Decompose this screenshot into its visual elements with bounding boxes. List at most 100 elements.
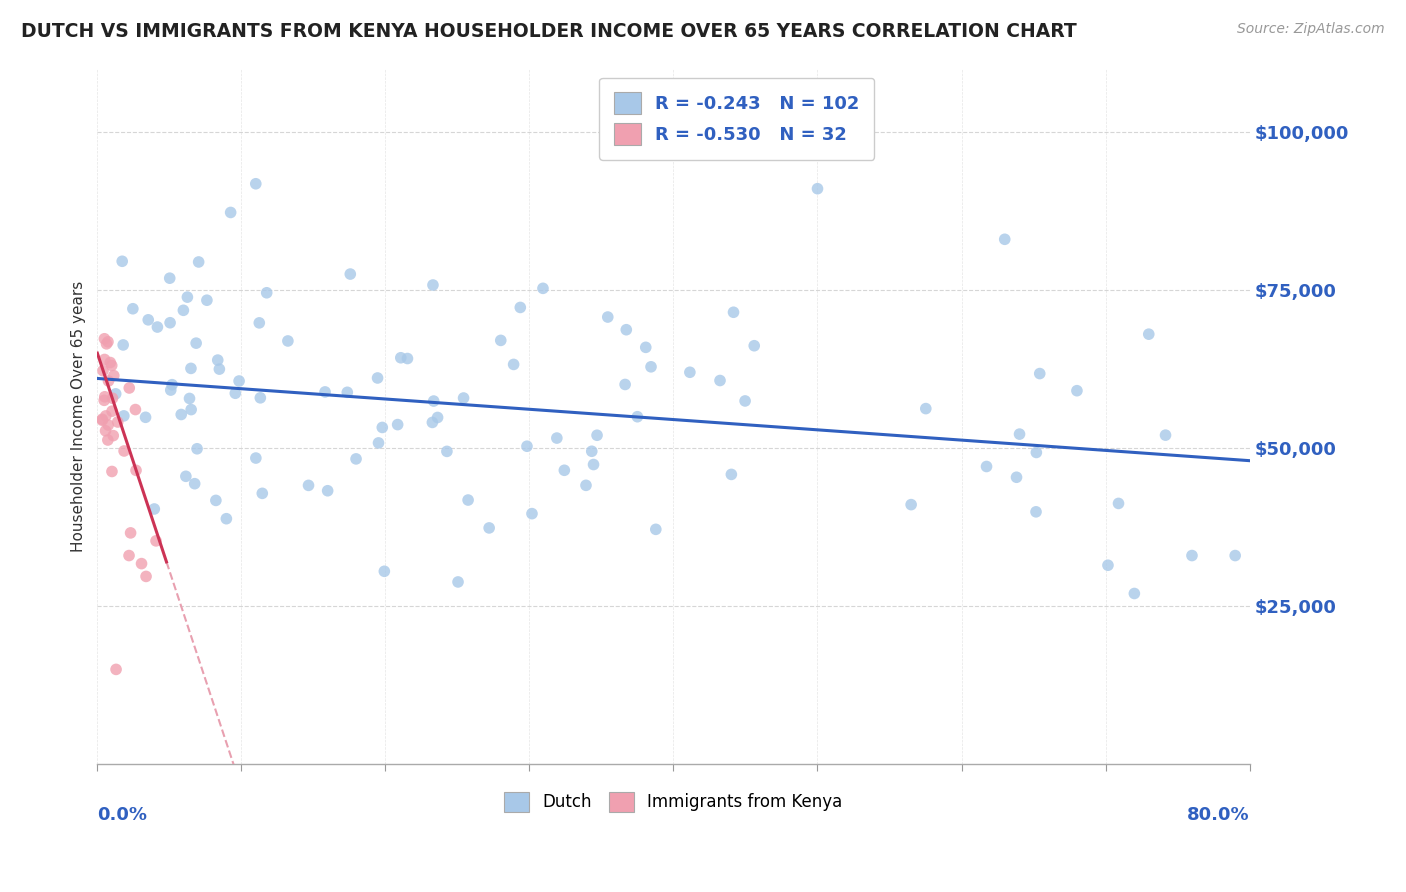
Point	[339, 267, 361, 281]
Point	[91, 413, 114, 427]
Point	[1154, 428, 1177, 442]
Point	[98, 355, 121, 369]
Point	[125, 463, 148, 477]
Point	[96, 336, 118, 351]
Point	[94, 424, 117, 438]
Point	[135, 569, 157, 583]
Point	[100, 359, 122, 373]
Point	[900, 498, 922, 512]
Point	[159, 271, 181, 285]
Point	[146, 320, 169, 334]
Point	[742, 339, 765, 353]
Point	[1005, 470, 1028, 484]
Point	[806, 182, 828, 196]
Point	[93, 393, 115, 408]
Point	[224, 386, 246, 401]
Point	[93, 332, 115, 346]
Point	[723, 305, 745, 319]
Point	[1137, 327, 1160, 342]
Point	[195, 293, 218, 308]
Point	[277, 334, 299, 348]
Point	[626, 409, 648, 424]
Point	[453, 391, 475, 405]
Point	[105, 662, 128, 676]
Point	[387, 417, 409, 432]
Point	[914, 401, 936, 416]
Point	[112, 409, 135, 423]
Point	[316, 483, 339, 498]
Point	[489, 334, 512, 348]
Legend: Dutch, Immigrants from Kenya: Dutch, Immigrants from Kenya	[498, 785, 849, 819]
Point	[644, 522, 666, 536]
Point	[207, 353, 229, 368]
Point	[679, 365, 702, 379]
Point	[97, 374, 120, 388]
Point	[976, 459, 998, 474]
Point	[143, 502, 166, 516]
Point	[91, 412, 114, 426]
Point	[208, 362, 231, 376]
Point	[245, 451, 267, 466]
Point	[634, 340, 657, 354]
Point	[596, 310, 619, 324]
Point	[93, 352, 115, 367]
Point	[103, 368, 125, 383]
Point	[389, 351, 412, 365]
Point	[249, 391, 271, 405]
Point	[180, 361, 202, 376]
Point	[614, 323, 637, 337]
Point	[101, 391, 124, 405]
Point	[228, 374, 250, 388]
Point	[336, 385, 359, 400]
Point	[373, 564, 395, 578]
Point	[170, 408, 193, 422]
Point	[575, 478, 598, 492]
Point	[101, 404, 124, 418]
Point	[159, 316, 181, 330]
Point	[180, 402, 202, 417]
Point	[520, 507, 543, 521]
Point	[1097, 558, 1119, 573]
Point	[1108, 496, 1130, 510]
Point	[174, 469, 197, 483]
Point	[367, 436, 389, 450]
Point	[97, 334, 120, 349]
Point	[709, 374, 731, 388]
Point	[111, 254, 134, 268]
Point	[1181, 549, 1204, 563]
Point	[252, 486, 274, 500]
Point	[1028, 367, 1050, 381]
Point	[94, 390, 117, 404]
Point	[160, 377, 183, 392]
Point	[436, 444, 458, 458]
Point	[1225, 549, 1247, 563]
Point	[426, 410, 449, 425]
Point	[112, 338, 135, 352]
Y-axis label: Householder Income Over 65 years: Householder Income Over 65 years	[72, 281, 86, 552]
Point	[502, 358, 524, 372]
Point	[131, 557, 153, 571]
Point	[553, 463, 575, 477]
Point	[516, 439, 538, 453]
Point	[120, 525, 142, 540]
Point	[546, 431, 568, 445]
Point	[205, 493, 228, 508]
Point	[256, 285, 278, 300]
Point	[136, 313, 159, 327]
Point	[614, 377, 637, 392]
Point	[586, 428, 609, 442]
Point	[422, 278, 444, 293]
Point	[121, 301, 143, 316]
Point	[422, 416, 444, 430]
Point	[179, 392, 201, 406]
Text: Source: ZipAtlas.com: Source: ZipAtlas.com	[1237, 22, 1385, 37]
Point	[581, 444, 603, 458]
Point	[1025, 445, 1047, 459]
Point	[124, 402, 146, 417]
Point	[1025, 505, 1047, 519]
Point	[104, 387, 127, 401]
Point	[215, 512, 238, 526]
Point	[720, 467, 742, 482]
Point	[183, 476, 205, 491]
Point	[172, 303, 194, 318]
